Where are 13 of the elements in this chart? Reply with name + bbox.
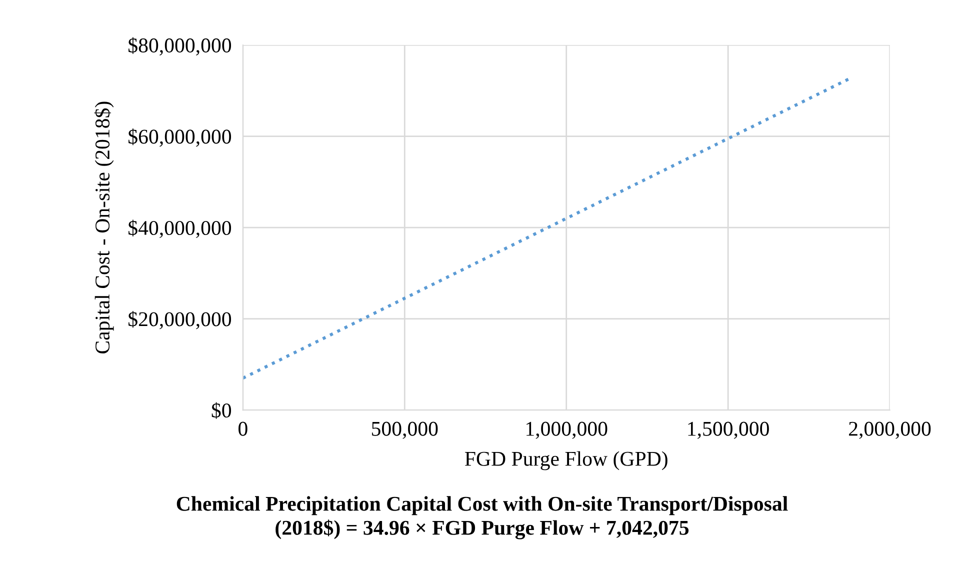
y-tick-label: $80,000,000: [128, 37, 232, 56]
y-tick-label: $20,000,000: [128, 310, 232, 330]
text: Chemical Precipitation Capital Cost with On-site Transport/Disposal (2018$) = 34.96 × FGD Purge Flow + 7,042,075: [176, 496, 788, 540]
y-axis-title: Capital Cost - On-site (2018$): [94, 102, 114, 354]
y-tick-label: $0: [212, 402, 232, 419]
x-tick-label: 1,500,000: [688, 422, 769, 439]
x-tick-label: 1,000,000: [526, 422, 608, 439]
y-tick-label: $60,000,000: [128, 128, 232, 147]
x-tick-label: 500,000: [372, 422, 438, 439]
y-tick-label: $40,000,000: [128, 220, 232, 238]
x-axis-title: FGD Purge Flow (GPD): [464, 451, 668, 470]
x-tick-label: 2,000,000: [849, 422, 931, 439]
x-tick-label: 0: [238, 422, 248, 436]
